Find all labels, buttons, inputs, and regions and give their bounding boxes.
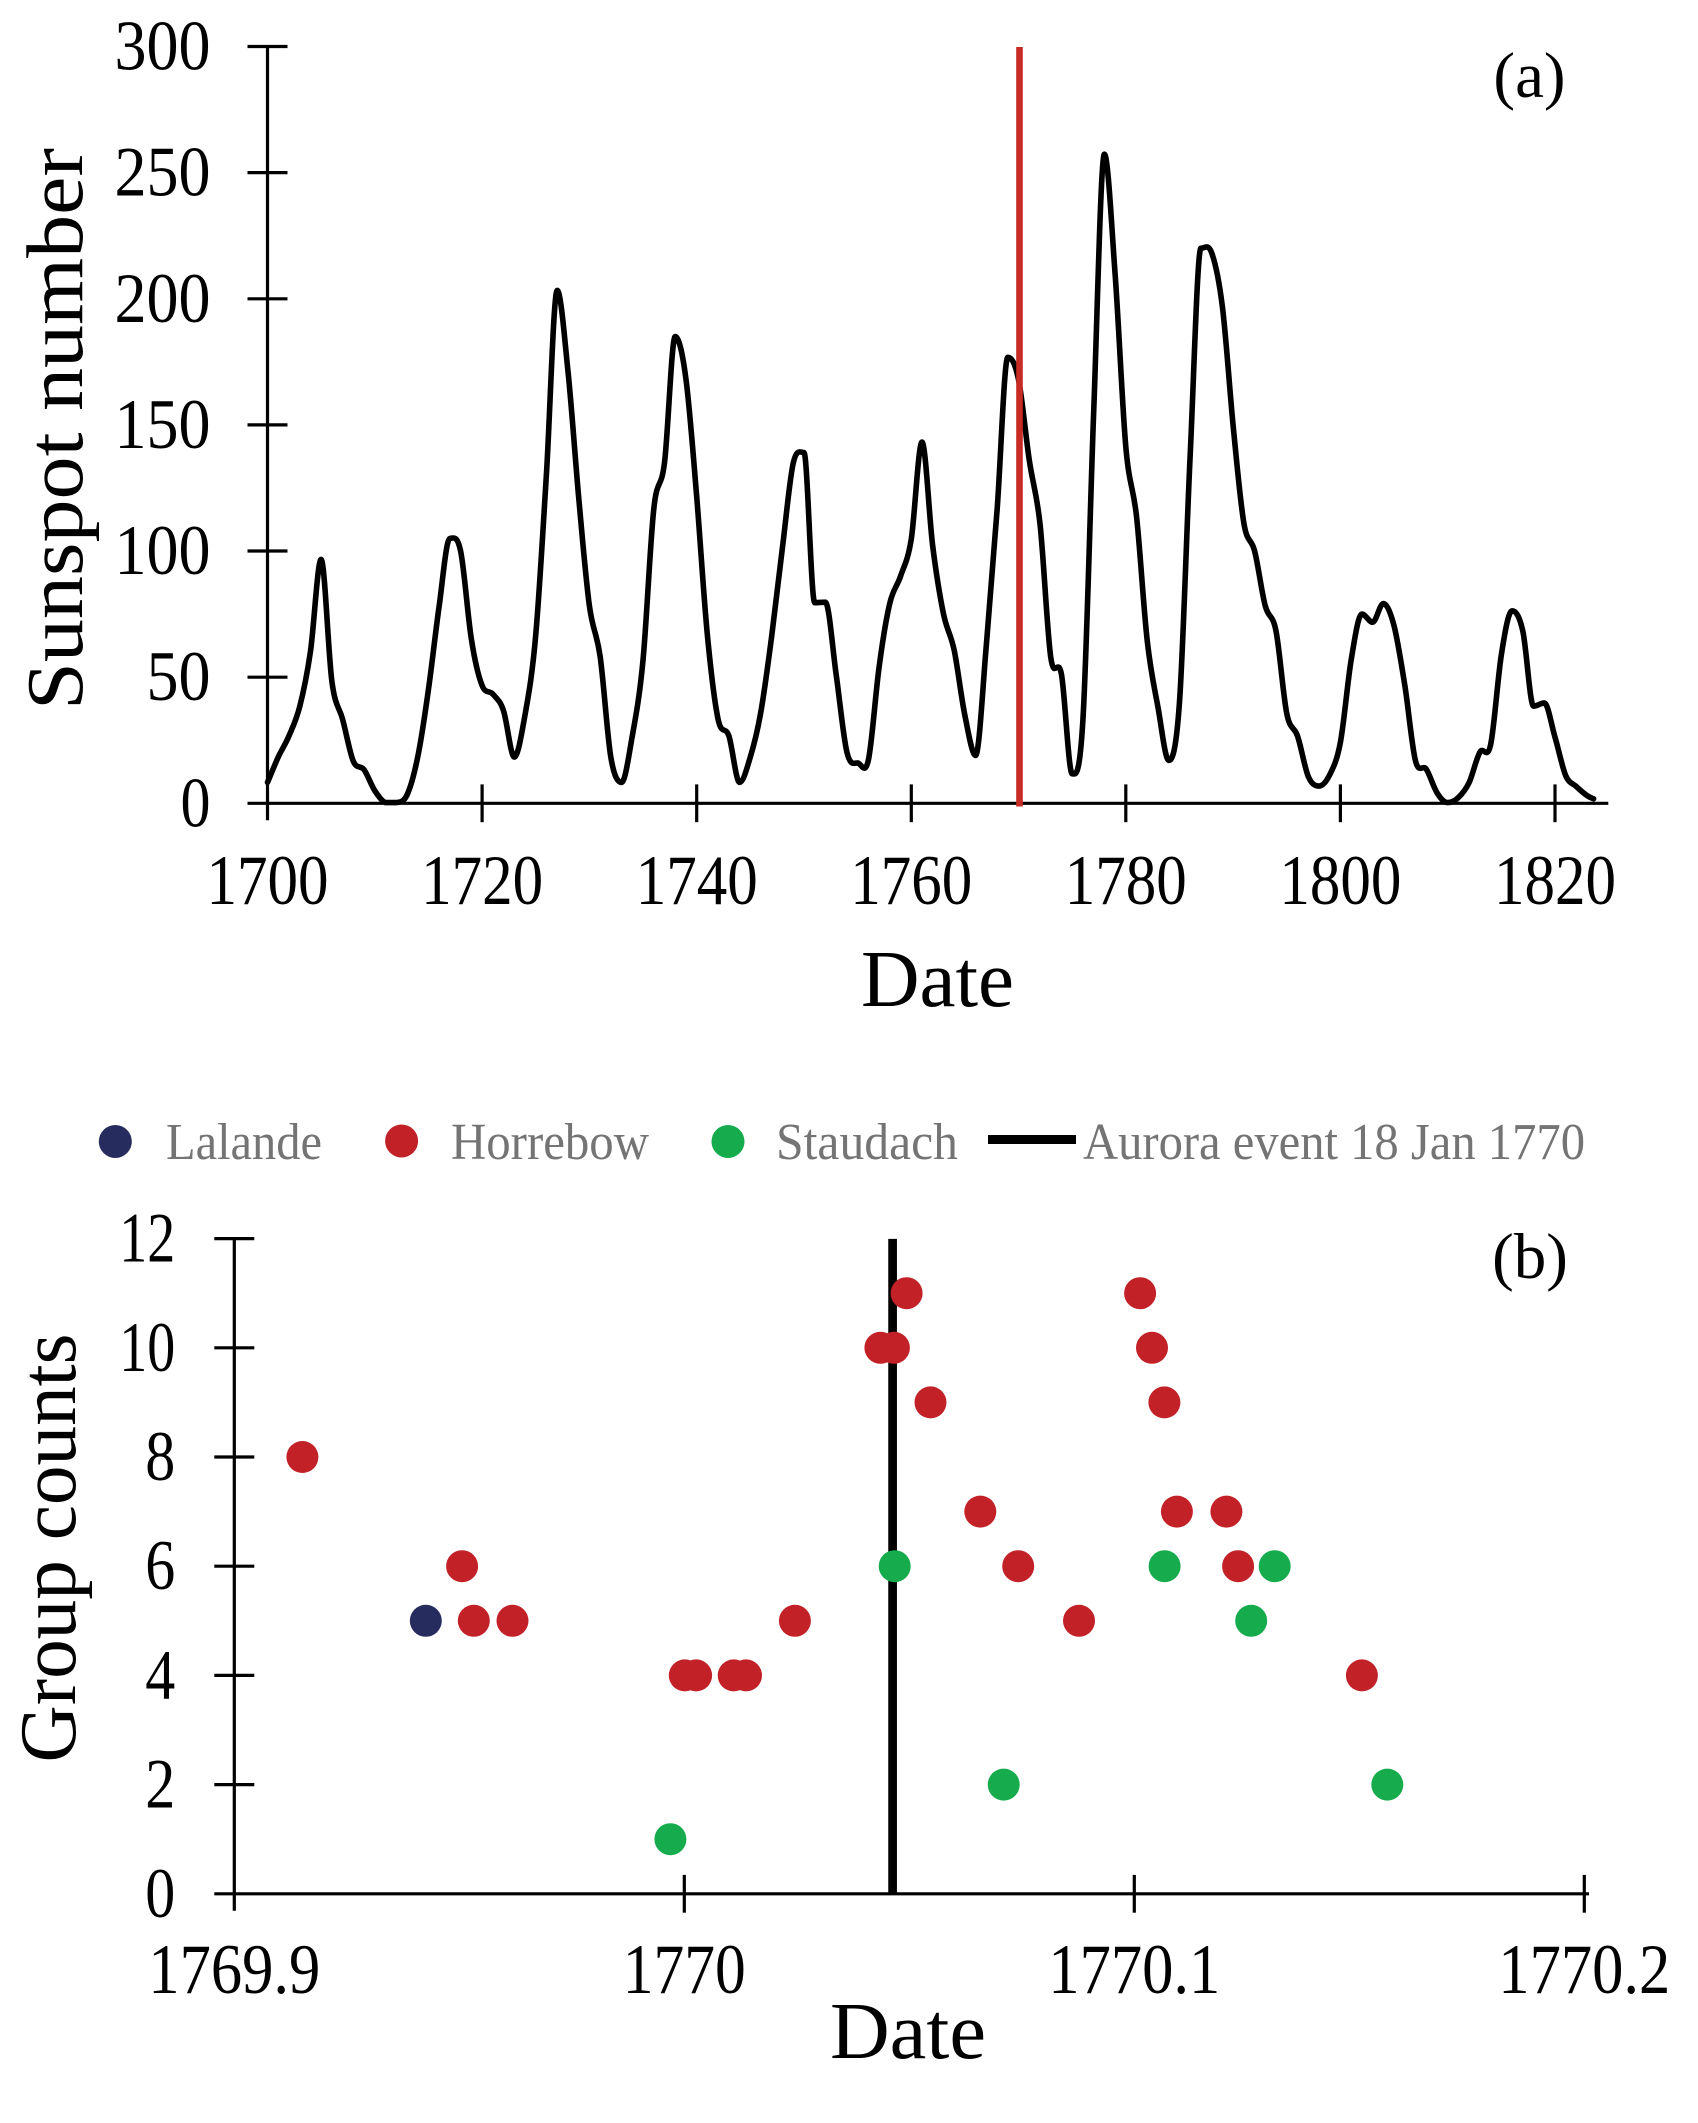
svg-text:2: 2 xyxy=(145,1746,175,1824)
svg-text:Horrebow: Horrebow xyxy=(451,1114,649,1171)
svg-text:300: 300 xyxy=(115,8,211,86)
svg-text:1720: 1720 xyxy=(421,842,543,920)
svg-text:1769.9: 1769.9 xyxy=(148,1931,320,2009)
svg-text:1700: 1700 xyxy=(207,842,329,920)
svg-text:Date: Date xyxy=(861,936,1014,1024)
svg-text:8: 8 xyxy=(145,1418,175,1496)
svg-text:150: 150 xyxy=(115,386,211,464)
svg-text:1770: 1770 xyxy=(623,1931,746,2009)
svg-text:4: 4 xyxy=(145,1636,175,1714)
svg-text:6: 6 xyxy=(145,1527,175,1605)
svg-text:1820: 1820 xyxy=(1494,842,1616,920)
svg-text:250: 250 xyxy=(115,134,211,212)
svg-text:Lalande: Lalande xyxy=(166,1114,322,1171)
svg-text:Aurora event 18 Jan 1770: Aurora event 18 Jan 1770 xyxy=(1083,1114,1585,1171)
svg-text:1780: 1780 xyxy=(1065,842,1187,920)
svg-text:(b): (b) xyxy=(1492,1221,1568,1293)
svg-text:Group counts: Group counts xyxy=(5,1334,93,1763)
svg-text:Staudach: Staudach xyxy=(776,1114,958,1171)
svg-text:12: 12 xyxy=(119,1200,175,1278)
svg-text:1770.1: 1770.1 xyxy=(1048,1931,1220,2009)
svg-text:0: 0 xyxy=(181,764,211,842)
svg-text:50: 50 xyxy=(147,638,211,716)
svg-text:100: 100 xyxy=(115,512,211,590)
svg-text:1800: 1800 xyxy=(1279,842,1401,920)
svg-text:Date: Date xyxy=(830,1988,986,2076)
svg-text:200: 200 xyxy=(115,260,211,338)
svg-text:(a): (a) xyxy=(1493,40,1565,112)
svg-text:0: 0 xyxy=(145,1855,175,1933)
svg-text:1760: 1760 xyxy=(850,842,972,920)
svg-text:1770.2: 1770.2 xyxy=(1498,1931,1670,2009)
svg-text:10: 10 xyxy=(119,1309,175,1387)
svg-text:1740: 1740 xyxy=(636,842,758,920)
svg-text:Sunspot number: Sunspot number xyxy=(12,148,100,710)
